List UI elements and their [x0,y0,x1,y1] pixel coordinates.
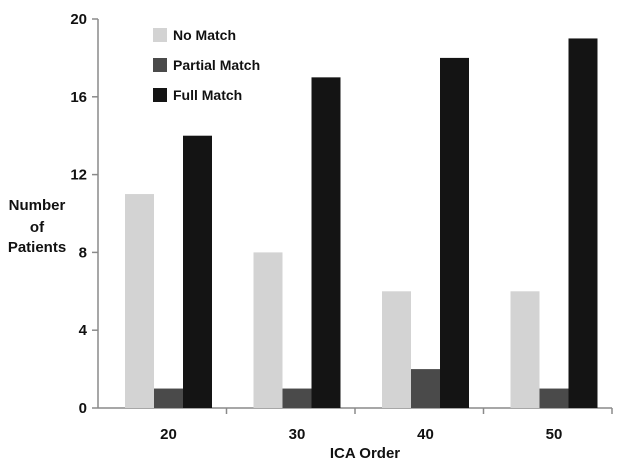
bar-no-match-50 [510,291,540,408]
y-tick-label: 4 [79,322,88,339]
legend-label-partial-match: Partial Match [173,57,260,73]
bar-full-match-40 [440,57,469,409]
y-tick-label: 12 [70,167,87,184]
x-tick-label: 40 [417,426,434,443]
bar-no-match-20 [125,194,154,408]
x-tick-label: 50 [546,426,563,443]
bar-full-match-30 [311,77,341,408]
y-axis-title-line: Patients [8,239,66,256]
legend-swatch-full-match [153,88,167,102]
legend-label-full-match: Full Match [173,87,242,103]
bar-full-match-50 [568,38,598,408]
bar-no-match-30 [253,252,283,408]
bar-no-match-40 [382,291,411,408]
y-tick-label: 0 [79,400,87,417]
y-axis-title-line: of [30,219,45,236]
x-axis-title: ICA Order [330,445,400,462]
x-tick-label: 20 [160,426,177,443]
x-tick-label: 30 [289,426,306,443]
bar-partial-match-50 [539,388,569,408]
y-tick-label: 16 [70,89,87,106]
y-axis-title-line: Number [9,197,66,214]
bar-partial-match-40 [411,369,440,408]
y-tick-label: 20 [70,11,87,28]
y-tick-label: 8 [79,244,87,261]
bar-full-match-20 [183,135,212,408]
bar-partial-match-20 [154,388,183,408]
legend-swatch-no-match [153,28,167,42]
legend-swatch-partial-match [153,58,167,72]
bar-partial-match-30 [282,388,312,408]
legend-label-no-match: No Match [173,27,236,43]
